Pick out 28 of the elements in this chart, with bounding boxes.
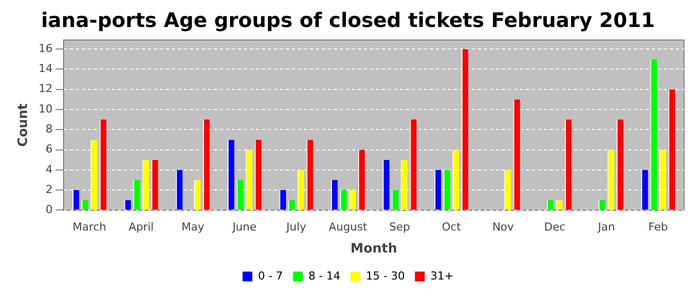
x-tick-label: Sep: [389, 220, 410, 234]
legend-label: 8 - 14: [308, 269, 340, 282]
y-tick-label: 16: [38, 42, 53, 55]
x-tick-label: June: [232, 220, 257, 234]
y-tick-label: 0: [46, 203, 53, 216]
y-tick-label: 2: [46, 182, 53, 196]
x-tick-label: April: [128, 220, 154, 234]
y-tick-label: 6: [46, 142, 53, 156]
chart-title: iana-ports Age groups of closed tickets February 2011: [41, 8, 655, 32]
legend-label: 31+: [430, 269, 454, 282]
x-tick-label: Dec: [544, 220, 566, 234]
y-tick-label: 4: [46, 162, 53, 176]
x-tick-label: Feb: [648, 220, 668, 234]
y-tick-label: 14: [38, 62, 53, 76]
x-tick-label: July: [285, 220, 307, 234]
x-tick-label: August: [328, 220, 368, 234]
y-tick-label: 12: [38, 82, 53, 96]
x-tick-label: Oct: [442, 220, 462, 234]
x-tick-label: May: [181, 220, 205, 234]
legend-label: 0 - 7: [258, 269, 283, 282]
y-tick-label: 10: [38, 102, 53, 116]
x-axis-title: Month: [350, 242, 398, 257]
x-tick-label: Nov: [492, 220, 514, 234]
y-tick-label: 8: [46, 122, 53, 136]
x-tick-label: Jan: [596, 220, 615, 234]
legend-label: 15 - 30: [366, 269, 405, 282]
x-tick-label: March: [72, 220, 106, 234]
y-axis-title: Count: [16, 104, 32, 147]
